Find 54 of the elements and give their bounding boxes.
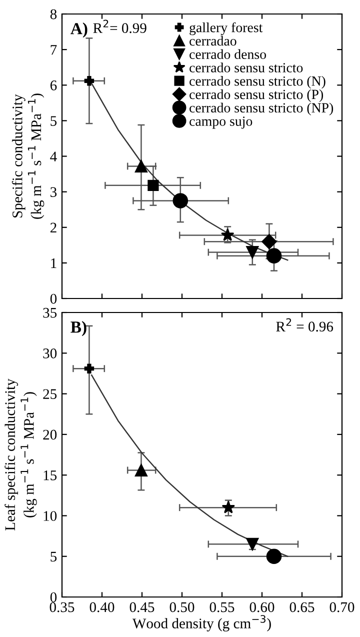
point bbox=[84, 364, 94, 374]
point bbox=[148, 180, 159, 191]
annotation: R$^{2}$= 0.99 bbox=[93, 20, 146, 34]
y-tick-label: 10 bbox=[44, 511, 57, 521]
y-tick-label: 20 bbox=[43, 430, 57, 440]
legend-label: cerrado sensu stricto bbox=[190, 62, 303, 72]
x-tick-label: 0.50 bbox=[170, 602, 194, 612]
annotation: A) bbox=[70, 22, 88, 38]
x-tick-label: 0.45 bbox=[130, 602, 154, 612]
legend-label: campo sujo bbox=[190, 116, 252, 129]
x-tick-label: 0.65 bbox=[290, 602, 314, 612]
point bbox=[84, 76, 94, 86]
legend-label: cerrado sensu stricto (N) bbox=[190, 76, 326, 89]
y-axis-title: Leaf specific conductivity (kg m$^{−1}$ s$^{−1}$ MPa$^{−1}$) bbox=[4, 378, 37, 530]
legend-label: cerrado sensu stricto (NP) bbox=[190, 102, 334, 116]
point bbox=[172, 193, 188, 208]
line-series bbox=[90, 374, 288, 557]
y-tick-label: 6 bbox=[50, 80, 57, 90]
y-axis-title: Specific conductivity (kg m$^{−1}$ s$^{−1}$ MPa$^{−1}$) bbox=[12, 94, 44, 219]
legend-label: gallery forest bbox=[190, 22, 263, 36]
annotation: R$^{2}$ = 0.96 bbox=[276, 318, 334, 332]
point bbox=[220, 228, 234, 241]
y-tick-label: 25 bbox=[43, 389, 57, 399]
y-tick-label: 0 bbox=[50, 294, 57, 304]
x-tick-label: 0.70 bbox=[330, 602, 354, 612]
y-tick-label: 7 bbox=[50, 45, 57, 55]
y-tick-label: 5 bbox=[50, 116, 57, 126]
legend-label: cerradao bbox=[190, 36, 236, 46]
point bbox=[134, 464, 148, 476]
legend-label: cerrado denso bbox=[190, 49, 266, 60]
point bbox=[246, 246, 259, 259]
y-tick-label: 0 bbox=[50, 592, 57, 602]
point bbox=[134, 160, 148, 172]
point bbox=[266, 548, 282, 564]
legend-label: cerrado sensu stricto (P) bbox=[190, 89, 324, 102]
y-tick-label: 4 bbox=[50, 152, 57, 162]
point bbox=[262, 234, 277, 250]
y-tick-label: 2 bbox=[50, 222, 56, 232]
x-tick-label: 0.35 bbox=[50, 602, 74, 612]
x-axis-title: Wood density (g cm$^{−3}$) bbox=[132, 615, 271, 632]
x-tick-label: 0.55 bbox=[210, 602, 234, 612]
point bbox=[266, 248, 282, 264]
point bbox=[222, 500, 236, 514]
annotation: B) bbox=[70, 321, 86, 336]
y-tick-label: 8 bbox=[50, 9, 57, 20]
y-tick-label: 15 bbox=[44, 470, 57, 480]
x-tick-label: 0.60 bbox=[250, 602, 274, 612]
y-tick-label: 3 bbox=[50, 187, 57, 198]
y-tick-label: 35 bbox=[43, 308, 57, 318]
y-tick-label: 1 bbox=[51, 258, 56, 268]
y-tick-label: 5 bbox=[50, 552, 57, 562]
point bbox=[246, 538, 259, 550]
x-tick-label: 0.40 bbox=[90, 602, 114, 612]
y-tick-label: 30 bbox=[43, 348, 57, 358]
